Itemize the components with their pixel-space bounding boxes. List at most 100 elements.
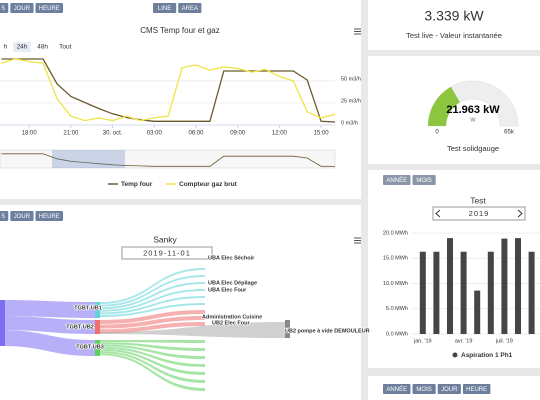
next-arrow[interactable]: [517, 209, 523, 218]
sankey-node-label: TGBT UB1: [74, 305, 102, 311]
sankey-node: [285, 320, 290, 338]
button-label: AREA: [182, 6, 198, 12]
button-label: MOIS: [416, 178, 431, 184]
bar: [515, 238, 521, 334]
sankey-node: [95, 302, 100, 318]
sankey-node-label: UBA Elec Four: [208, 287, 247, 293]
sankey-link: [100, 289, 205, 312]
sankey-node-label: TGBT UB3: [76, 344, 104, 350]
prev-arrow[interactable]: [435, 209, 441, 218]
y-tick-label: 0.0 MWh: [386, 331, 408, 337]
x-tick-label: avr. '19: [455, 338, 473, 344]
panel: [368, 170, 540, 368]
x-tick-label: 03:00: [147, 131, 163, 137]
bar: [460, 251, 467, 334]
sankey-node: [95, 320, 100, 334]
bar: [474, 290, 481, 334]
button[interactable]: [462, 384, 491, 394]
sankey-link: [0, 300, 95, 318]
zoom-button-bg: [13, 42, 31, 52]
zoom-button[interactable]: Tout: [59, 44, 71, 51]
button[interactable]: [0, 211, 9, 221]
gauge-title: Test solidgauge: [447, 144, 499, 153]
zoom-button[interactable]: 48h: [37, 44, 48, 51]
sankey-node: [0, 300, 5, 346]
year-select[interactable]: [432, 206, 526, 221]
chart-title: Test: [470, 195, 486, 205]
sankey-node-label: UBA Elec Séchoir: [208, 255, 255, 261]
x-tick-label: 21:00: [63, 131, 79, 137]
sankey-title: Sanky: [153, 234, 177, 244]
legend-marker: [452, 352, 458, 358]
button[interactable]: [178, 3, 202, 13]
button[interactable]: [412, 384, 436, 394]
live-value: 3.339 kW: [424, 8, 484, 24]
live-caption: Test live - Valeur instantanée: [406, 31, 502, 40]
y-tick-label: 10.0 MWh: [383, 281, 408, 287]
button[interactable]: [35, 211, 64, 221]
x-tick-label: juil. '19: [495, 338, 513, 344]
bar: [487, 251, 494, 334]
button-label: HEURE: [39, 6, 60, 12]
button[interactable]: [35, 3, 64, 13]
button[interactable]: [383, 175, 411, 185]
bar: [447, 238, 453, 334]
button-label: MOIS: [416, 387, 431, 393]
menu-icon[interactable]: [354, 28, 361, 244]
legend-label[interactable]: Aspiration 1 Ph1: [461, 352, 513, 359]
sankey-link: [100, 282, 205, 310]
series-line: [1, 58, 336, 123]
y-tick-label: 5.0 MWh: [386, 306, 408, 312]
legend-label[interactable]: Temp four: [121, 181, 153, 188]
x-tick-label: 18:00: [22, 131, 38, 137]
button-label: S: [1, 6, 5, 12]
year-label: 2019: [469, 209, 490, 218]
button[interactable]: [0, 3, 9, 13]
x-tick-label: 12:00: [272, 131, 288, 137]
chart-title: CMS Temp four et gaz: [140, 26, 219, 35]
button[interactable]: [10, 3, 34, 13]
button[interactable]: [153, 3, 177, 13]
gauge-tick-label: 0: [435, 130, 439, 136]
zoom-button[interactable]: 24h: [17, 44, 28, 51]
x-tick-label: 06:00: [188, 131, 204, 137]
button-label: JOUR: [441, 387, 458, 393]
zoom-button[interactable]: h: [4, 44, 8, 51]
navigator-window[interactable]: [52, 150, 125, 168]
button-label: LINE: [158, 6, 171, 12]
button[interactable]: [412, 175, 436, 185]
sankey-date: 2019-11-01: [143, 248, 191, 257]
x-tick-label: jan. '19: [413, 338, 432, 344]
sankey-link: [100, 346, 205, 367]
sankey-link: [100, 303, 205, 317]
sankey-link: [100, 268, 205, 304]
y2-tick-label: 25 m3/h: [341, 98, 361, 104]
button[interactable]: [383, 384, 411, 394]
button-label: HEURE: [466, 387, 487, 393]
sankey-link: [100, 310, 205, 324]
sankey-link: [100, 340, 205, 343]
sankey-link: [100, 348, 205, 375]
date-select[interactable]: [121, 246, 213, 260]
sankey-link: [0, 316, 95, 334]
button[interactable]: [10, 211, 34, 221]
sankey-link: [100, 322, 205, 334]
y2-tick-label: 0 m3/h: [341, 120, 358, 126]
button-label: JOUR: [14, 6, 31, 12]
legend-label[interactable]: Compteur gaz brut: [179, 181, 238, 188]
gauge-tick-label: 65k: [504, 130, 515, 136]
y2-tick-label: 50 m3/h: [341, 76, 361, 82]
y-tick-label: 15.0 MWh: [383, 256, 408, 262]
sankey-link: [100, 296, 205, 315]
series-line: [1, 58, 336, 122]
sankey-link: [100, 351, 205, 383]
sankey-link: [100, 316, 205, 329]
button[interactable]: [437, 384, 461, 394]
bar: [528, 251, 535, 334]
gauge-value-label: 21.963 kW: [446, 104, 500, 116]
button-label: ANNÉE: [386, 177, 407, 184]
sankey-node-label: TGBT UB2: [66, 324, 94, 330]
navigator: [0, 149, 336, 169]
sankey-node: [95, 340, 100, 356]
